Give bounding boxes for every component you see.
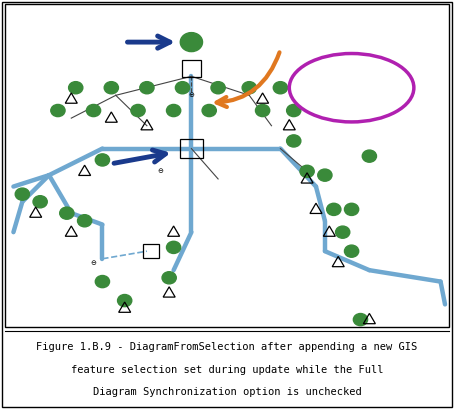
Circle shape xyxy=(286,104,301,117)
Circle shape xyxy=(86,104,101,117)
Circle shape xyxy=(318,169,332,181)
Circle shape xyxy=(345,245,359,257)
Circle shape xyxy=(51,104,65,117)
Text: ⊖: ⊖ xyxy=(91,260,96,265)
FancyArrowPatch shape xyxy=(217,52,280,107)
Circle shape xyxy=(162,272,176,284)
Circle shape xyxy=(211,82,225,94)
Circle shape xyxy=(242,82,257,94)
Circle shape xyxy=(33,196,47,208)
Circle shape xyxy=(167,241,181,254)
Circle shape xyxy=(327,203,341,216)
Circle shape xyxy=(175,82,190,94)
Circle shape xyxy=(140,82,154,94)
Circle shape xyxy=(95,276,109,288)
Circle shape xyxy=(60,207,74,219)
Circle shape xyxy=(69,82,83,94)
Circle shape xyxy=(202,104,216,117)
Bar xyxy=(180,139,202,158)
Circle shape xyxy=(273,82,287,94)
Circle shape xyxy=(180,33,202,52)
Circle shape xyxy=(15,188,30,200)
Circle shape xyxy=(353,314,368,326)
Text: ⊖: ⊖ xyxy=(188,92,194,98)
Circle shape xyxy=(95,154,109,166)
Circle shape xyxy=(131,104,145,117)
Circle shape xyxy=(300,165,314,178)
Circle shape xyxy=(104,82,118,94)
Circle shape xyxy=(167,104,181,117)
Text: Diagram Synchronization option is unchecked: Diagram Synchronization option is unchec… xyxy=(93,387,361,397)
Circle shape xyxy=(118,294,132,307)
Circle shape xyxy=(78,215,92,227)
Text: ⊖: ⊖ xyxy=(158,169,163,174)
Circle shape xyxy=(362,150,376,162)
Bar xyxy=(143,244,159,258)
Circle shape xyxy=(286,135,301,147)
Circle shape xyxy=(345,203,359,216)
Circle shape xyxy=(256,104,270,117)
Bar xyxy=(182,61,201,77)
Circle shape xyxy=(336,226,350,238)
Text: feature selection set during update while the Full: feature selection set during update whil… xyxy=(71,364,383,375)
Text: Figure 1.B.9 - DiagramFromSelection after appending a new GIS: Figure 1.B.9 - DiagramFromSelection afte… xyxy=(36,342,418,352)
